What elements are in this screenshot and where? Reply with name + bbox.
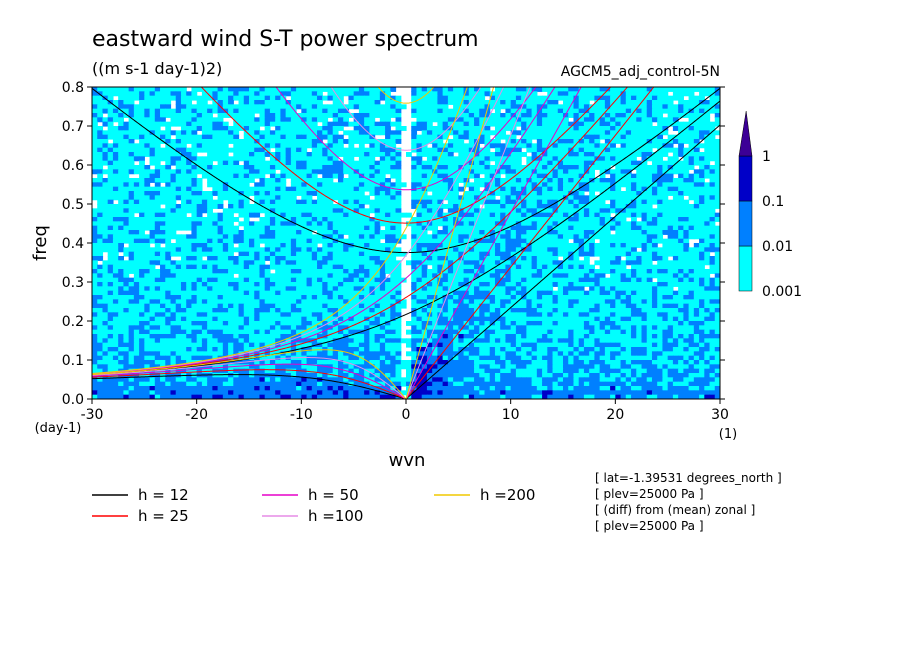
curve-h200-ig1 (377, 87, 435, 104)
curve-h200-kelvin (405, 87, 495, 399)
legend-label: h =100 (308, 507, 363, 525)
annotation-line: [ (diff) from (mean) zonal ] (595, 503, 755, 517)
curve-h200-ig0 (92, 87, 468, 374)
curve-h12-er (92, 374, 407, 399)
curve-h25-kelvin (405, 87, 655, 399)
curve-h50-ig0 (92, 87, 556, 375)
y-unit-label: (day-1) (35, 421, 82, 436)
x-tick-label: 20 (606, 407, 624, 423)
x-tick-label: -10 (290, 407, 313, 423)
legend: h = 12 h = 25 h = 50 h =100 h =200 (92, 486, 535, 525)
legend-label: h = 12 (138, 486, 189, 504)
colorbar-level-label: 1 (762, 149, 771, 165)
y-tick-label: 0.0 (62, 392, 84, 408)
y-axis: 0.0 0.1 0.2 0.3 0.4 0.5 0.6 0.7 0.8 (62, 80, 725, 408)
curve-h12-ig0 (92, 100, 720, 376)
spectrum-heatmap (92, 87, 720, 399)
annotation-line: [ lat=-1.39531 degrees_north ] (595, 471, 782, 485)
colorbar-level-label: 0.01 (762, 239, 793, 255)
curve-h25-er (92, 369, 407, 399)
curve-h50-er (92, 363, 407, 399)
y-tick-label: 0.6 (62, 158, 84, 174)
colorbar-top-triangle (738, 110, 753, 157)
y-tick-label: 0.2 (62, 314, 84, 330)
y-tick-label: 0.1 (62, 353, 84, 369)
curve-h100-kelvin (405, 87, 531, 399)
curve-h12-ig1 (92, 87, 720, 254)
colorbar-swatch (738, 245, 753, 292)
curve-h25-ig0 (92, 87, 629, 375)
x-axis: -30 -20 -10 0 10 20 30 (81, 399, 729, 423)
x-axis-label: wvn (389, 450, 426, 471)
legend-label: h = 50 (308, 486, 359, 504)
chart-title: eastward wind S-T power spectrum (92, 27, 479, 52)
y-tick-label: 0.4 (62, 236, 84, 252)
colorbar-level-label: 0.001 (762, 284, 802, 300)
y-tick-label: 0.8 (62, 80, 84, 96)
legend-label: h = 25 (138, 507, 189, 525)
chart-units: ((m s-1 day-1)2) (92, 59, 222, 78)
x-tick-label: 10 (502, 407, 520, 423)
curve-h50-kelvin (405, 87, 582, 399)
annotation-line: [ plev=25000 Pa ] (595, 487, 704, 501)
y-tick-label: 0.7 (62, 119, 84, 135)
colorbar-swatch (738, 155, 753, 202)
x-tick-label: 30 (711, 407, 729, 423)
x-tick-label: -20 (185, 407, 208, 423)
annotations: [ lat=-1.39531 degrees_north ] [ plev=250… (595, 471, 782, 533)
curve-h100-er (92, 357, 407, 399)
x-tick-label: -30 (81, 407, 104, 423)
x-unit-label: (1) (719, 427, 737, 442)
dispersion-curves (92, 87, 720, 399)
curve-h100-ig0 (92, 87, 505, 375)
colorbar: 0.001 0.01 0.1 1 (738, 110, 802, 300)
colorbar-swatch (738, 200, 753, 247)
curve-h12-kelvin (405, 124, 720, 399)
curve-h100-ig1 (330, 87, 482, 151)
colorbar-level-label: 0.1 (762, 194, 784, 210)
legend-label: h =200 (480, 486, 535, 504)
y-tick-label: 0.5 (62, 197, 84, 213)
curve-h50-ig1 (275, 87, 537, 191)
y-axis-label: freq (30, 225, 51, 261)
x-tick-label: 0 (402, 407, 411, 423)
curve-h200-er (92, 349, 407, 399)
curve-h25-ig1 (200, 87, 612, 224)
y-tick-label: 0.3 (62, 275, 84, 291)
dataset-label: AGCM5_adj_control-5N (561, 64, 720, 80)
annotation-line: [ plev=25000 Pa ] (595, 519, 704, 533)
